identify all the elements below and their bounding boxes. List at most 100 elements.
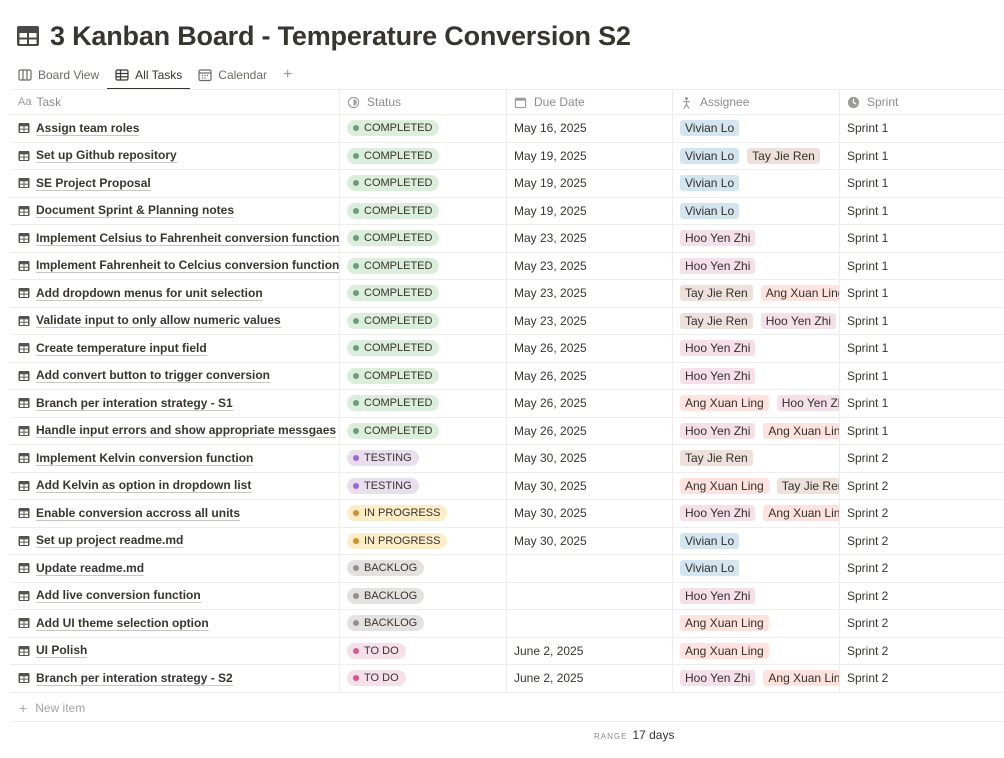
sprint-cell[interactable]: Sprint 1 xyxy=(840,418,1004,445)
assignee-cell[interactable]: Tay Jie Ren Hoo Yen Zhi xyxy=(673,307,840,334)
assignee-tag[interactable]: Hoo Yen Zhi xyxy=(760,312,837,329)
task-cell[interactable]: Add live conversion function xyxy=(10,582,340,609)
due-date-cell[interactable]: May 26, 2025 xyxy=(507,362,673,389)
status-cell[interactable]: IN PROGRESS xyxy=(340,527,507,554)
due-date-cell[interactable]: May 26, 2025 xyxy=(507,335,673,362)
assignee-tag[interactable]: Ang Xuan Ling xyxy=(680,477,769,494)
table-row[interactable]: UI Polish TO DO June 2, 2025 Ang Xuan Ling S… xyxy=(10,637,1004,665)
table-row[interactable]: Assign team roles COMPLETED May 16, 2025 Vi… xyxy=(10,115,1004,143)
task-title[interactable]: Assign team roles xyxy=(36,120,140,136)
column-header-assignee[interactable]: Assignee xyxy=(673,90,840,114)
tab-board-view[interactable]: Board View xyxy=(10,60,107,89)
sprint-cell[interactable]: Sprint 2 xyxy=(840,665,1004,692)
sprint-cell[interactable]: Sprint 1 xyxy=(840,390,1004,417)
task-cell[interactable]: Branch per interation strategy - S2 xyxy=(10,665,340,692)
assignee-tag[interactable]: Vivian Lo xyxy=(680,120,740,137)
due-date-cell[interactable]: May 19, 2025 xyxy=(507,142,673,169)
task-cell[interactable]: Add convert button to trigger conversion xyxy=(10,362,340,389)
new-item-button[interactable]: + New item xyxy=(19,700,86,716)
assignee-cell[interactable]: Hoo Yen Zhi Ang Xuan Ling xyxy=(673,665,840,692)
due-date-cell[interactable]: May 30, 2025 xyxy=(507,445,673,472)
task-cell[interactable]: Handle input errors and show appropriate… xyxy=(10,417,340,444)
assignee-cell[interactable]: Hoo Yen Zhi xyxy=(673,362,840,389)
due-date-cell[interactable]: May 23, 2025 xyxy=(507,225,673,252)
due-date-cell[interactable]: May 30, 2025 xyxy=(507,472,673,499)
due-date-cell[interactable] xyxy=(507,610,673,637)
assignee-cell[interactable]: Vivian Lo xyxy=(673,170,840,197)
table-row[interactable]: Implement Fahrenheit to Celcius conversi… xyxy=(10,252,1004,280)
due-date-cell[interactable] xyxy=(507,582,673,609)
assignee-cell[interactable]: Vivian Lo xyxy=(673,197,840,224)
task-cell[interactable]: Implement Fahrenheit to Celcius conversi… xyxy=(10,252,340,279)
due-date-cell[interactable] xyxy=(507,555,673,582)
assignee-tag[interactable]: Hoo Yen Zhi xyxy=(680,230,756,247)
task-title[interactable]: Add live conversion function xyxy=(36,588,201,604)
status-cell[interactable]: COMPLETED xyxy=(340,417,507,444)
assignee-tag[interactable]: Tay Jie Ren xyxy=(680,285,753,302)
assignee-tag[interactable]: Ang Xuan Ling xyxy=(760,285,839,302)
assignee-cell[interactable]: Ang Xuan Ling xyxy=(673,610,840,637)
status-cell[interactable]: BACKLOG xyxy=(340,555,507,582)
sprint-cell[interactable]: Sprint 1 xyxy=(840,143,1004,170)
table-row[interactable]: Implement Kelvin conversion function TEST… xyxy=(10,445,1004,473)
task-title[interactable]: Create temperature input field xyxy=(36,340,207,356)
due-date-cell[interactable]: May 16, 2025 xyxy=(507,115,673,142)
status-cell[interactable]: BACKLOG xyxy=(340,610,507,637)
status-cell[interactable]: COMPLETED xyxy=(340,280,507,307)
table-row[interactable]: Implement Celsius to Fahrenheit conversi… xyxy=(10,225,1004,253)
assignee-cell[interactable]: Vivian Lo xyxy=(673,527,840,554)
assignee-cell[interactable]: Tay Jie Ren xyxy=(673,445,840,472)
assignee-cell[interactable]: Vivian Lo Tay Jie Ren xyxy=(673,142,840,169)
task-cell[interactable]: Enable conversion accross all units xyxy=(10,500,340,527)
status-cell[interactable]: TO DO xyxy=(340,637,507,664)
task-cell[interactable]: Implement Celsius to Fahrenheit conversi… xyxy=(10,225,340,252)
status-cell[interactable]: TESTING xyxy=(340,472,507,499)
task-title[interactable]: Enable conversion accross all units xyxy=(36,505,241,521)
assignee-tag[interactable]: Vivian Lo xyxy=(680,532,740,549)
sprint-cell[interactable]: Sprint 2 xyxy=(840,445,1004,472)
task-cell[interactable]: Add dropdown menus for unit selection xyxy=(10,280,340,307)
table-row[interactable]: Add Kelvin as option in dropdown list TES… xyxy=(10,472,1004,500)
task-cell[interactable]: Set up project readme.md xyxy=(10,527,340,554)
assignee-tag[interactable]: Hoo Yen Zhi xyxy=(680,257,756,274)
assignee-tag[interactable]: Hoo Yen Zhi xyxy=(680,505,756,522)
assignee-tag[interactable]: Ang Xuan Ling xyxy=(763,670,839,687)
task-title[interactable]: Add dropdown menus for unit selection xyxy=(36,285,263,301)
status-cell[interactable]: COMPLETED xyxy=(340,225,507,252)
table-row[interactable]: Add dropdown menus for unit selection COM… xyxy=(10,280,1004,308)
table-row[interactable]: Branch per interation strategy - S1 COMPL… xyxy=(10,390,1004,418)
status-cell[interactable]: TESTING xyxy=(340,445,507,472)
column-header-sprint[interactable]: Sprint xyxy=(840,90,1004,114)
sprint-cell[interactable]: Sprint 1 xyxy=(840,198,1004,225)
table-row[interactable]: Enable conversion accross all units IN PR… xyxy=(10,500,1004,528)
due-date-cell[interactable]: May 30, 2025 xyxy=(507,500,673,527)
assignee-tag[interactable]: Hoo Yen Zhi xyxy=(680,340,756,357)
due-date-cell[interactable]: May 19, 2025 xyxy=(507,197,673,224)
task-title[interactable]: Add UI theme selection option xyxy=(36,615,209,631)
status-cell[interactable]: COMPLETED xyxy=(340,142,507,169)
assignee-cell[interactable]: Tay Jie Ren Ang Xuan Ling xyxy=(673,280,840,307)
task-title[interactable]: SE Project Proposal xyxy=(36,175,151,191)
status-cell[interactable]: COMPLETED xyxy=(340,362,507,389)
sprint-cell[interactable]: Sprint 1 xyxy=(840,253,1004,280)
sprint-cell[interactable]: Sprint 2 xyxy=(840,638,1004,665)
status-cell[interactable]: TO DO xyxy=(340,665,507,692)
assignee-tag[interactable]: Hoo Yen Zhi xyxy=(680,670,756,687)
assignee-cell[interactable]: Hoo Yen Zhi xyxy=(673,252,840,279)
table-row[interactable]: Branch per interation strategy - S2 TO DO… xyxy=(10,665,1004,693)
table-row[interactable]: Handle input errors and show appropriate… xyxy=(10,417,1004,445)
assignee-cell[interactable]: Ang Xuan Ling xyxy=(673,637,840,664)
table-row[interactable]: Add UI theme selection option BACKLOG Ang … xyxy=(10,610,1004,638)
sprint-cell[interactable]: Sprint 2 xyxy=(840,583,1004,610)
due-date-cell[interactable]: May 19, 2025 xyxy=(507,170,673,197)
task-title[interactable]: UI Polish xyxy=(36,643,88,659)
table-row[interactable]: Update readme.md BACKLOG Vivian Lo Sprint 2 xyxy=(10,555,1004,583)
assignee-tag[interactable]: Hoo Yen Zhi xyxy=(680,587,756,604)
tab-all-tasks[interactable]: All Tasks xyxy=(107,60,191,90)
sprint-cell[interactable]: Sprint 1 xyxy=(840,280,1004,307)
sprint-cell[interactable]: Sprint 1 xyxy=(840,308,1004,335)
due-date-cell[interactable]: June 2, 2025 xyxy=(507,665,673,692)
task-cell[interactable]: Create temperature input field xyxy=(10,335,340,362)
assignee-tag[interactable]: Vivian Lo xyxy=(680,202,740,219)
task-cell[interactable]: Validate input to only allow numeric val… xyxy=(10,307,340,334)
